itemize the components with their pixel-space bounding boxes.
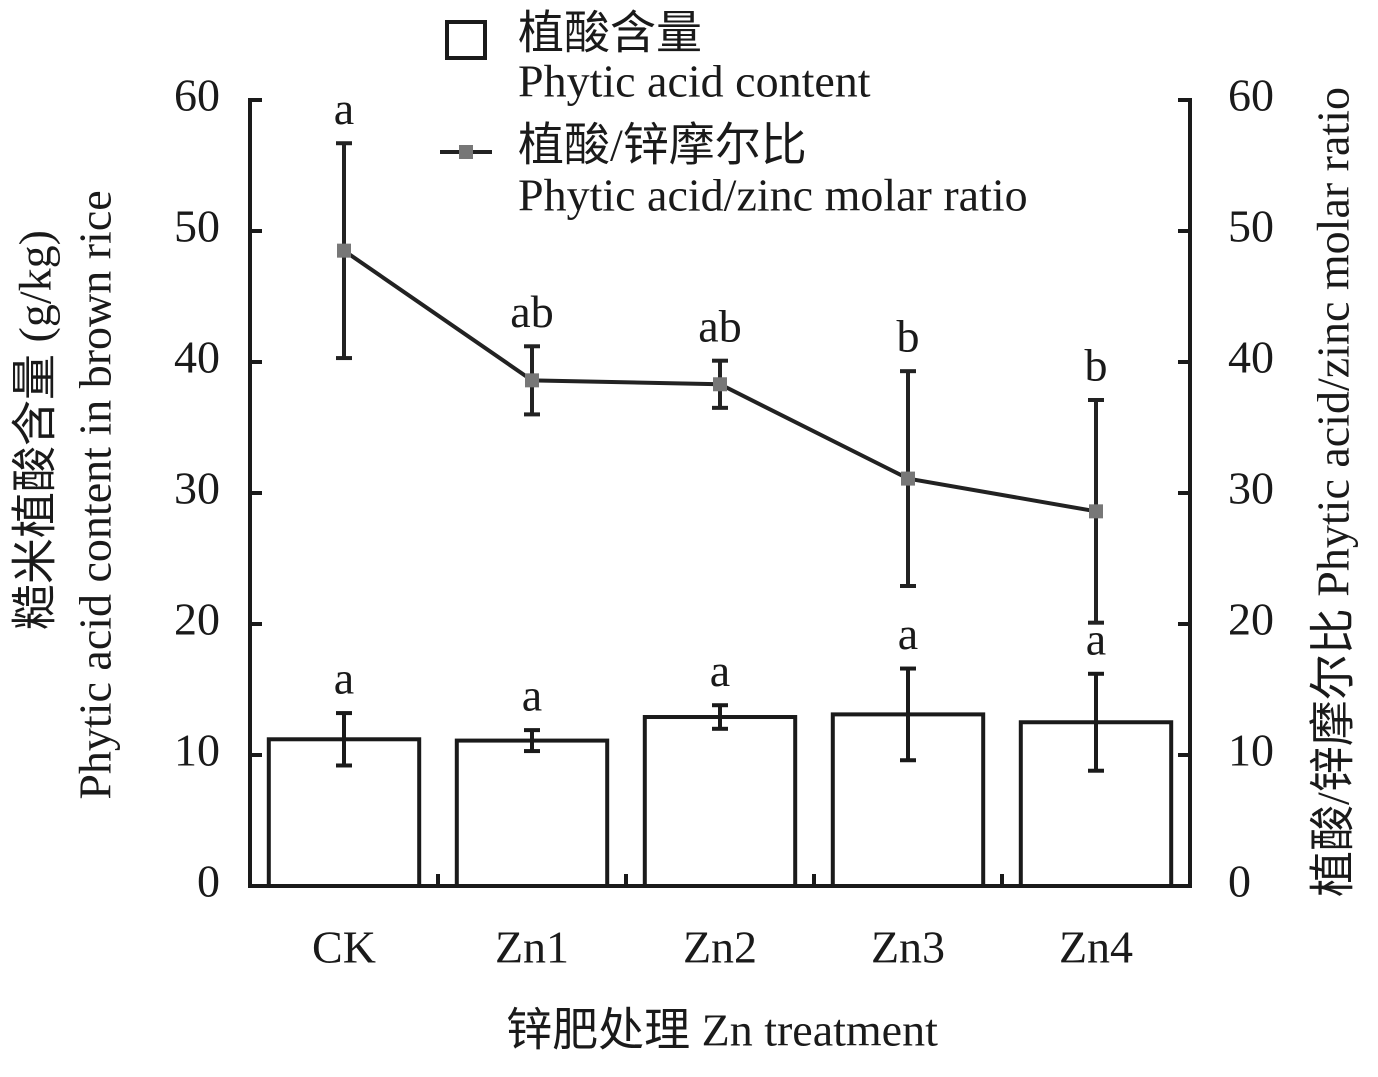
- y-tick-label: 60: [174, 70, 220, 121]
- bar: [454, 738, 610, 889]
- y-tick-label: 20: [174, 594, 220, 645]
- marker: [713, 377, 727, 392]
- marker: [525, 373, 539, 388]
- y2-tick-label: 40: [1228, 332, 1274, 383]
- legend-swatch-marker: [459, 145, 473, 159]
- marker: [337, 243, 351, 258]
- significance-label: b: [897, 311, 920, 362]
- legend-label-en: Phytic acid/zinc molar ratio: [518, 170, 1028, 221]
- marker: [901, 471, 915, 486]
- y2-tick-label: 20: [1228, 594, 1274, 645]
- y2-tick-label: 50: [1228, 201, 1274, 252]
- legend-label: 植酸/锌摩尔比: [518, 120, 807, 171]
- significance-label: ab: [698, 300, 741, 351]
- significance-label: a: [898, 608, 918, 659]
- y-tick-label: 10: [174, 725, 220, 776]
- x-tick-label: Zn2: [683, 922, 757, 973]
- x-tick-label: Zn1: [495, 922, 569, 973]
- y-tick-label: 0: [197, 856, 220, 907]
- legend-swatch-bar: [445, 20, 487, 60]
- x-tick-label: Zn4: [1059, 922, 1133, 973]
- significance-label: a: [334, 653, 354, 704]
- y2-tick-label: 10: [1228, 725, 1274, 776]
- significance-label: b: [1085, 340, 1108, 391]
- legend-label: 植酸含量: [518, 8, 702, 59]
- x-tick-label: CK: [312, 922, 376, 973]
- significance-label: ab: [510, 286, 553, 337]
- marker: [1089, 504, 1103, 519]
- y-axis-label-en: Phytic acid content in brown rice: [70, 190, 121, 799]
- legend-label-en: Phytic acid content: [518, 56, 871, 107]
- y2-tick-label: 60: [1228, 70, 1274, 121]
- y2-axis-label: 植酸/锌摩尔比 Phytic acid/zinc molar ratio: [1308, 87, 1359, 897]
- significance-label: a: [334, 83, 354, 134]
- y2-tick-label: 0: [1228, 856, 1251, 907]
- y-tick-label: 40: [174, 332, 220, 383]
- y-axis-label: 糙米植酸含量 (g/kg): [10, 230, 61, 630]
- y2-tick-label: 30: [1228, 463, 1274, 514]
- significance-label: a: [710, 645, 730, 696]
- y-tick-label: 50: [174, 201, 220, 252]
- significance-label: a: [522, 670, 542, 721]
- y-tick-label: 30: [174, 463, 220, 514]
- significance-label: a: [1086, 613, 1106, 664]
- x-tick-label: Zn3: [871, 922, 945, 973]
- x-axis-label: 锌肥处理 Zn treatment: [506, 1005, 938, 1056]
- bar: [642, 715, 798, 889]
